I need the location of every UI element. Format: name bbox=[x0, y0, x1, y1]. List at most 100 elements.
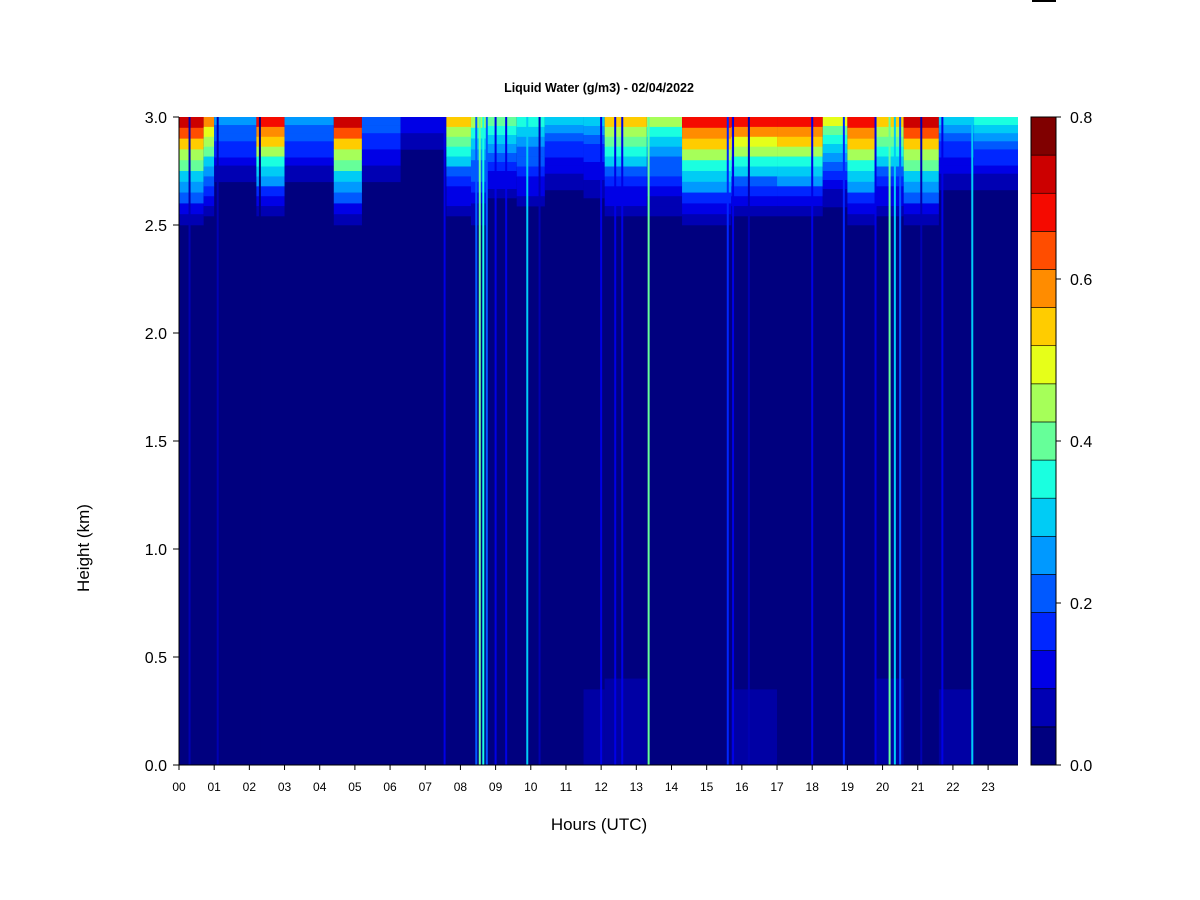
lwc-cell bbox=[203, 126, 215, 138]
colorbar-tick-label: 0.8 bbox=[1070, 110, 1092, 127]
lwc-cell bbox=[361, 133, 401, 142]
x-tick-label: 04 bbox=[313, 780, 327, 794]
lwc-cell bbox=[604, 126, 647, 138]
lwc-cell bbox=[938, 165, 975, 174]
colorbar-segment bbox=[1030, 154, 1057, 194]
lwc-streak bbox=[478, 117, 481, 765]
lwc-cell bbox=[256, 146, 285, 157]
x-tick-label: 18 bbox=[806, 780, 820, 794]
lwc-cell bbox=[974, 133, 1018, 142]
lwc-cell bbox=[731, 126, 778, 138]
x-axis-label: Hours (UTC) bbox=[551, 815, 647, 834]
colorbar-tick-label: 0.2 bbox=[1070, 596, 1092, 613]
lwc-cell bbox=[777, 126, 823, 138]
lwc-cell bbox=[822, 117, 848, 127]
lwc-cell bbox=[400, 122, 447, 129]
lwc-cell bbox=[516, 186, 545, 197]
colorbar-segment bbox=[1030, 688, 1057, 728]
y-tick-label: 1.0 bbox=[145, 542, 167, 559]
lwc-cell bbox=[583, 171, 605, 181]
lwc-cell bbox=[604, 166, 647, 177]
lwc-cell bbox=[544, 157, 584, 166]
lwc-cell bbox=[333, 203, 362, 215]
lwc-cell bbox=[682, 117, 732, 129]
x-tick-label: 07 bbox=[419, 780, 433, 794]
x-tick-label: 13 bbox=[630, 780, 644, 794]
lwc-cell bbox=[203, 206, 215, 217]
lwc-cell bbox=[486, 153, 517, 163]
x-tick-label: 23 bbox=[981, 780, 995, 794]
corner-mark bbox=[1032, 0, 1056, 2]
lwc-cell bbox=[974, 165, 1018, 174]
lwc-cell bbox=[516, 156, 545, 167]
lwc-cell bbox=[604, 206, 647, 217]
lwc-cell bbox=[974, 173, 1018, 183]
lwc-cell bbox=[604, 186, 647, 197]
lwc-cell bbox=[284, 117, 334, 126]
lwc-cell bbox=[938, 125, 975, 134]
lwc-cell bbox=[777, 136, 823, 147]
colorbar-segment bbox=[1030, 269, 1057, 308]
lwc-cell bbox=[203, 117, 215, 128]
lwc-cell bbox=[731, 117, 778, 128]
y-tick-label: 0.0 bbox=[145, 758, 167, 775]
lwc-cell bbox=[516, 196, 545, 207]
lwc-streak bbox=[941, 117, 944, 765]
lwc-cell bbox=[333, 160, 362, 172]
lwc-cell bbox=[604, 196, 647, 207]
lwc-cell bbox=[847, 203, 876, 215]
colorbar-segment bbox=[1030, 116, 1057, 156]
lwc-cell bbox=[777, 117, 823, 128]
y-tick-label: 3.0 bbox=[145, 110, 167, 127]
lwc-cell bbox=[214, 149, 257, 158]
lwc-cell bbox=[256, 126, 285, 138]
lwc-cell bbox=[777, 186, 823, 197]
lwc-cell bbox=[361, 125, 401, 134]
lwc-cell bbox=[400, 127, 447, 134]
lwc-cell bbox=[256, 186, 285, 197]
lwc-cell bbox=[400, 133, 447, 139]
lwc-cell bbox=[446, 206, 471, 217]
x-tick-label: 17 bbox=[770, 780, 784, 794]
plot-area bbox=[179, 117, 1018, 765]
lwc-cell bbox=[400, 117, 447, 123]
colorbar-segment bbox=[1030, 421, 1057, 461]
lwc-cell bbox=[203, 196, 215, 207]
lwc-cell bbox=[822, 198, 848, 208]
lwc-cell bbox=[361, 149, 401, 158]
lwc-cell bbox=[777, 166, 823, 177]
colorbar-segment bbox=[1030, 192, 1057, 232]
lwc-cell bbox=[682, 149, 732, 161]
streak-layer bbox=[188, 117, 974, 765]
lwc-cell bbox=[486, 189, 517, 199]
lwc-cell bbox=[544, 165, 584, 174]
lwc-cell bbox=[284, 165, 334, 174]
lwc-cell bbox=[446, 126, 471, 138]
lwc-streak bbox=[188, 117, 191, 765]
lwc-streak bbox=[443, 117, 446, 765]
lwc-cell bbox=[938, 133, 975, 142]
lwc-cell bbox=[731, 136, 778, 147]
lwc-streak bbox=[505, 117, 508, 765]
lwc-lower-cell bbox=[604, 678, 647, 765]
lwc-cell bbox=[583, 153, 605, 163]
lwc-cell bbox=[604, 176, 647, 187]
lwc-cell bbox=[179, 214, 204, 226]
colorbar-segment bbox=[1030, 535, 1057, 575]
lwc-cell bbox=[646, 146, 683, 157]
lwc-cell bbox=[214, 165, 257, 174]
lwc-cell bbox=[361, 117, 401, 126]
lwc-cell bbox=[361, 173, 401, 183]
lwc-cell bbox=[361, 141, 401, 150]
lwc-cell bbox=[446, 146, 471, 157]
lwc-cell bbox=[333, 192, 362, 204]
lwc-cell bbox=[847, 192, 876, 204]
lwc-cell bbox=[974, 141, 1018, 150]
lwc-cell bbox=[284, 141, 334, 150]
lwc-cell bbox=[731, 206, 778, 217]
lwc-cell bbox=[731, 196, 778, 207]
lwc-cell bbox=[583, 135, 605, 145]
x-tick-label: 08 bbox=[454, 780, 468, 794]
x-tick-label: 16 bbox=[735, 780, 749, 794]
lwc-cell bbox=[544, 117, 584, 126]
